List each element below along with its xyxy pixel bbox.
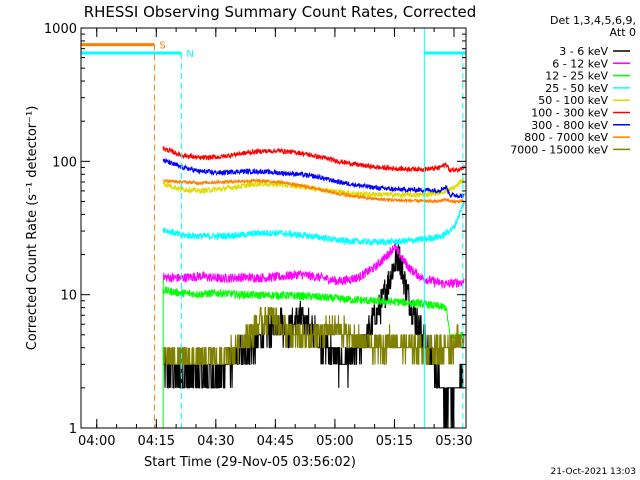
plot-frame xyxy=(80,27,467,429)
y-tick-label-3: 1000 xyxy=(44,22,77,37)
series-line-800-7000-kev xyxy=(162,177,465,205)
legend-header-0: Det 1,3,4,5,6,9, xyxy=(550,14,636,27)
x-tick-label-6: 05:30 xyxy=(435,434,472,449)
x-tick-label-0: 04:00 xyxy=(78,434,115,449)
y-tick-label-2: 100 xyxy=(52,155,77,170)
x-tick-label-3: 04:45 xyxy=(257,434,294,449)
legend-label-2: 12 - 25 keV xyxy=(545,70,608,83)
x-tick-label-1: 04:15 xyxy=(138,434,175,449)
series-line-300-800-kev xyxy=(162,157,465,199)
series-layer xyxy=(162,146,465,429)
x-tick-label-4: 05:00 xyxy=(316,434,353,449)
annotation-label-1: S xyxy=(159,41,165,52)
series-line-50-100-kev xyxy=(162,175,465,199)
chart-title: RHESSI Observing Summary Count Rates, Co… xyxy=(84,3,477,21)
series-line-6-12-kev xyxy=(162,242,465,290)
y-tick-label-0: 1 xyxy=(69,422,77,437)
y-tick-label-1: 10 xyxy=(60,289,77,304)
legend-label-0: 3 - 6 keV xyxy=(559,45,608,58)
annotation-label-0: N xyxy=(186,49,193,60)
axes-layer: 04:00 04:15 04:30 04:45 05:00 05:15 05:30 1 10 10… xyxy=(44,22,473,449)
series-line-100-300-kev xyxy=(162,146,465,174)
series-line-12-25-kev xyxy=(162,286,465,341)
legend-header-1: Att 0 xyxy=(610,26,636,39)
legend-label-6: 300 - 800 keV xyxy=(531,119,608,132)
legend-label-1: 6 - 12 keV xyxy=(552,57,608,70)
series-line-7000-15000-kev xyxy=(162,307,465,365)
y-axis-label: Corrected Count Rate (s⁻¹ detector⁻¹) xyxy=(25,106,40,351)
legend-label-7: 800 - 7000 keV xyxy=(524,131,608,144)
series-line-25-50-kev xyxy=(162,202,465,247)
x-axis-label: Start Time (29-Nov-05 03:56:02) xyxy=(144,455,356,470)
legend-label-4: 50 - 100 keV xyxy=(538,94,608,107)
footer-date: 21-Oct-2021 13:03 xyxy=(551,467,636,477)
legend-label-8: 7000 - 15000 keV xyxy=(510,143,608,156)
legend-label-5: 100 - 300 keV xyxy=(531,107,608,120)
x-tick-label-2: 04:30 xyxy=(197,434,234,449)
legend-label-3: 25 - 50 keV xyxy=(545,82,608,95)
x-tick-label-5: 05:15 xyxy=(376,434,413,449)
